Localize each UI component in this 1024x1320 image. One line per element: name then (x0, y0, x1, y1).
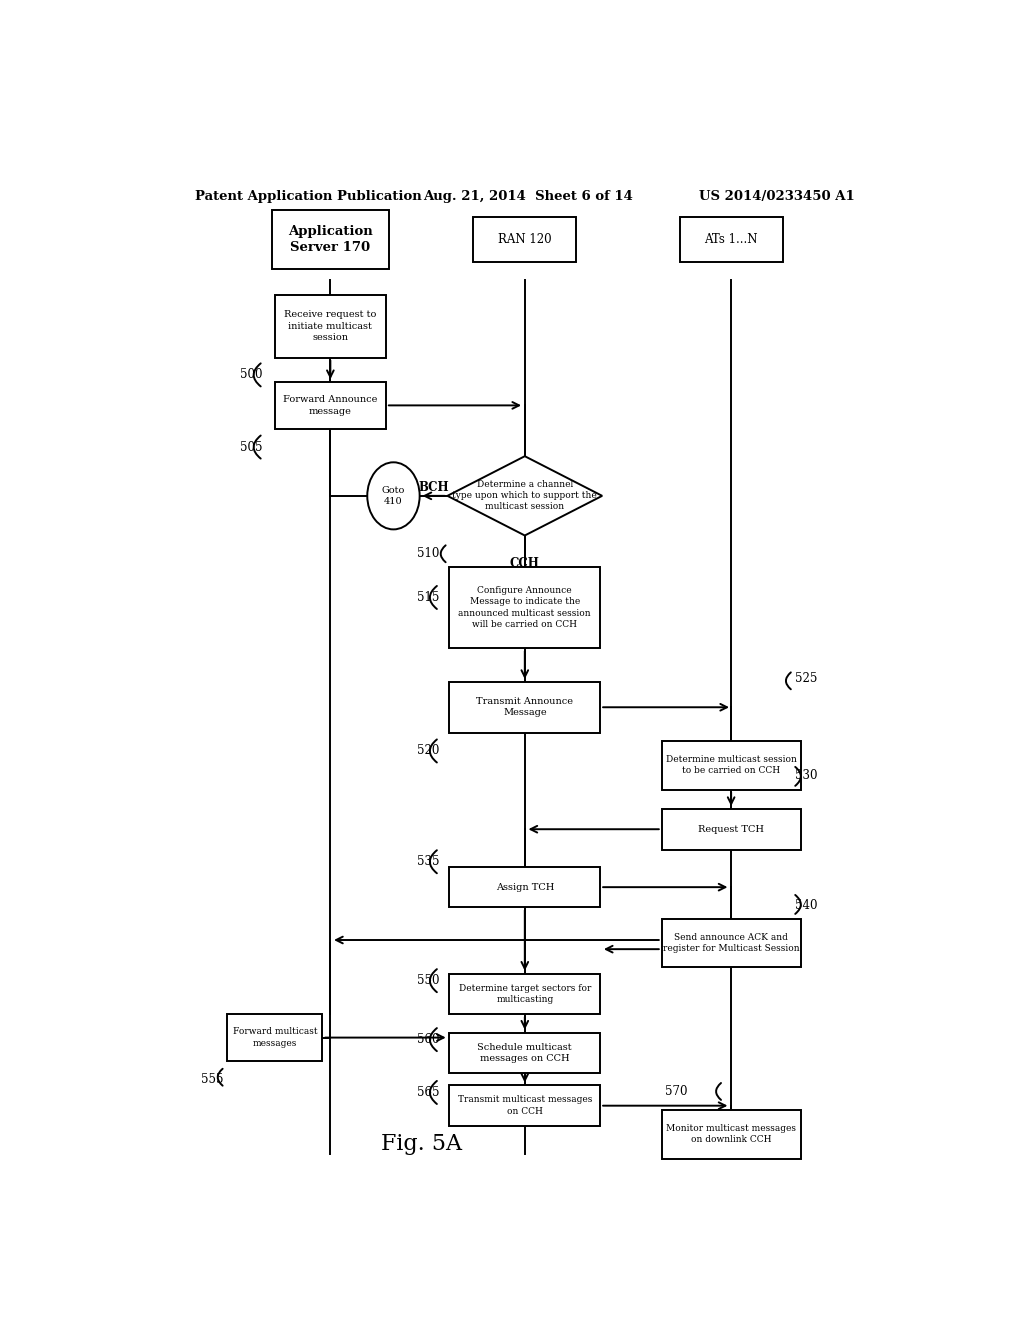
Text: 565: 565 (417, 1086, 439, 1100)
Text: Monitor multicast messages
on downlink CCH: Monitor multicast messages on downlink C… (667, 1123, 796, 1144)
FancyBboxPatch shape (662, 809, 801, 850)
Text: Transmit Announce
Message: Transmit Announce Message (476, 697, 573, 718)
Text: 525: 525 (795, 672, 817, 685)
FancyBboxPatch shape (450, 1032, 600, 1073)
FancyBboxPatch shape (450, 867, 600, 907)
FancyBboxPatch shape (662, 1110, 801, 1159)
Text: Assign TCH: Assign TCH (496, 883, 554, 891)
Text: Application
Server 170: Application Server 170 (288, 224, 373, 255)
Text: Schedule multicast
messages on CCH: Schedule multicast messages on CCH (477, 1043, 572, 1063)
Text: 560: 560 (417, 1034, 439, 1047)
Text: US 2014/0233450 A1: US 2014/0233450 A1 (699, 190, 855, 202)
FancyBboxPatch shape (662, 741, 801, 789)
Circle shape (368, 462, 420, 529)
Text: 515: 515 (417, 591, 439, 605)
Text: Aug. 21, 2014  Sheet 6 of 14: Aug. 21, 2014 Sheet 6 of 14 (423, 190, 633, 202)
FancyBboxPatch shape (450, 568, 600, 648)
Text: 535: 535 (417, 855, 439, 869)
Text: Determine multicast session
to be carried on CCH: Determine multicast session to be carrie… (666, 755, 797, 775)
Text: Goto
410: Goto 410 (382, 486, 406, 506)
Text: Determine target sectors for
multicasting: Determine target sectors for multicastin… (459, 983, 591, 1005)
Text: 500: 500 (241, 368, 263, 381)
Text: 540: 540 (795, 899, 817, 912)
Text: Patent Application Publication: Patent Application Publication (196, 190, 422, 202)
Text: Transmit multicast messages
on CCH: Transmit multicast messages on CCH (458, 1096, 592, 1115)
Text: 520: 520 (417, 744, 439, 758)
Text: BCH: BCH (419, 482, 450, 494)
FancyBboxPatch shape (450, 974, 600, 1014)
Text: 510: 510 (417, 548, 439, 560)
FancyBboxPatch shape (450, 682, 600, 733)
Text: Request TCH: Request TCH (698, 825, 764, 834)
Text: Send announce ACK and
register for Multicast Session: Send announce ACK and register for Multi… (663, 933, 800, 953)
FancyBboxPatch shape (680, 218, 782, 263)
Text: Determine a channel
type upon which to support the
multicast session: Determine a channel type upon which to s… (453, 480, 597, 511)
Text: RAN 120: RAN 120 (498, 234, 552, 247)
Text: 530: 530 (795, 768, 817, 781)
Text: 550: 550 (417, 974, 439, 987)
FancyBboxPatch shape (274, 381, 386, 429)
Text: Fig. 5A: Fig. 5A (381, 1134, 462, 1155)
Text: ATs 1...N: ATs 1...N (705, 234, 758, 247)
Polygon shape (447, 457, 602, 536)
FancyBboxPatch shape (450, 1085, 600, 1126)
Text: 555: 555 (201, 1073, 223, 1086)
FancyBboxPatch shape (473, 218, 577, 263)
Text: Configure Announce
Message to indicate the
announced multicast session
will be c: Configure Announce Message to indicate t… (459, 586, 591, 630)
FancyBboxPatch shape (662, 919, 801, 968)
FancyBboxPatch shape (227, 1014, 323, 1061)
Text: CCH: CCH (510, 557, 540, 570)
Text: 505: 505 (241, 441, 263, 454)
FancyBboxPatch shape (271, 210, 389, 269)
Text: Forward Announce
message: Forward Announce message (284, 395, 378, 416)
Text: Receive request to
initiate multicast
session: Receive request to initiate multicast se… (285, 310, 377, 342)
Text: 570: 570 (665, 1085, 687, 1098)
Text: Forward multicast
messages: Forward multicast messages (232, 1027, 317, 1048)
FancyBboxPatch shape (274, 294, 386, 358)
